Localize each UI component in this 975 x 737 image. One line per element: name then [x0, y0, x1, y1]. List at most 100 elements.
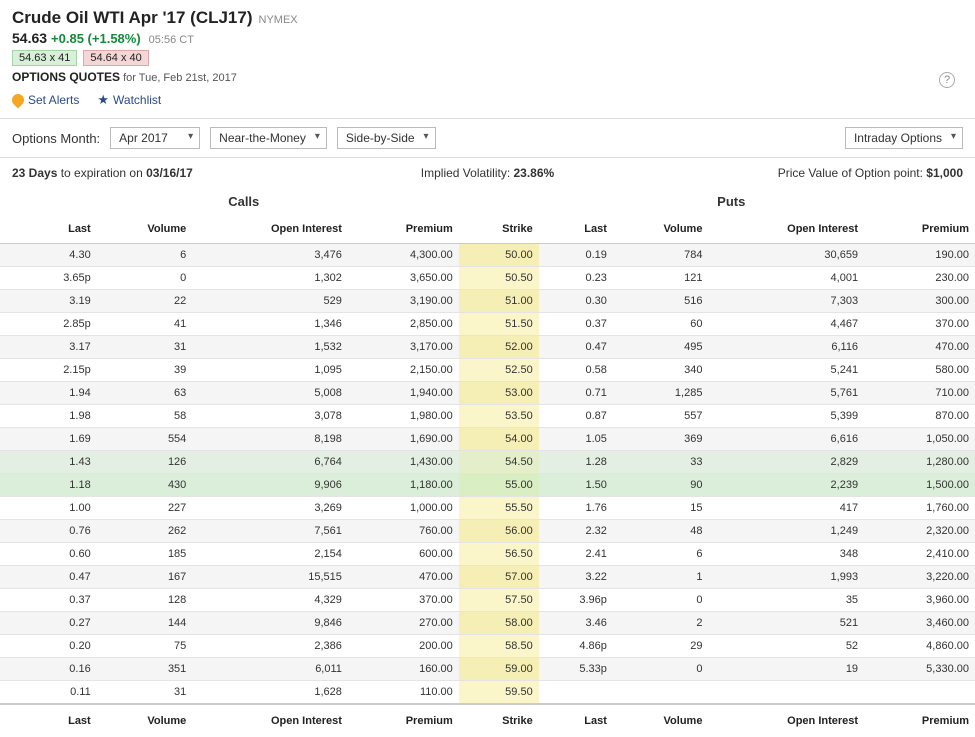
- cell-call-volume: 430: [97, 474, 193, 497]
- cell-strike: 56.50: [459, 543, 539, 566]
- cell-call-volume: 128: [97, 589, 193, 612]
- cell-put-premium: 1,280.00: [864, 451, 975, 474]
- cell-put-last: 0.19: [539, 244, 613, 267]
- cell-put-last: 1.28: [539, 451, 613, 474]
- cell-call-oi: 3,269: [192, 497, 348, 520]
- col-put-oi[interactable]: Open Interest: [708, 215, 864, 244]
- cell-call-premium: 1,940.00: [348, 382, 459, 405]
- cell-put-oi: 5,761: [708, 382, 864, 405]
- cell-call-last: 2.15p: [0, 359, 97, 382]
- cell-call-volume: 41: [97, 313, 193, 336]
- cell-put-volume: 6: [613, 543, 709, 566]
- table-row[interactable]: 1.002273,2691,000.0055.501.76154171,760.…: [0, 497, 975, 520]
- table-row[interactable]: 3.17311,5323,170.0052.000.474956,116470.…: [0, 336, 975, 359]
- table-row[interactable]: 3.65p01,3023,650.0050.500.231214,001230.…: [0, 267, 975, 290]
- cell-call-oi: 3,476: [192, 244, 348, 267]
- cell-call-last: 1.98: [0, 405, 97, 428]
- cell-put-volume: 2: [613, 612, 709, 635]
- last-price: 54.63: [12, 30, 47, 46]
- cell-put-oi: [708, 681, 864, 705]
- col-call-oi[interactable]: Open Interest: [192, 215, 348, 244]
- cell-put-oi: 2,829: [708, 451, 864, 474]
- view-select[interactable]: Intraday Options: [845, 127, 963, 149]
- col-strike[interactable]: Strike: [459, 215, 539, 244]
- table-row[interactable]: 0.163516,011160.0059.005.33p0195,330.00: [0, 658, 975, 681]
- cell-call-premium: 110.00: [348, 681, 459, 705]
- cell-put-oi: 6,616: [708, 428, 864, 451]
- table-row[interactable]: 4.3063,4764,300.0050.000.1978430,659190.…: [0, 244, 975, 267]
- table-row[interactable]: 1.431266,7641,430.0054.501.28332,8291,28…: [0, 451, 975, 474]
- price-time: 05:56 CT: [149, 34, 194, 46]
- price-change: +0.85 (+1.58%): [51, 31, 141, 46]
- cell-call-oi: 3,078: [192, 405, 348, 428]
- cell-call-last: 0.27: [0, 612, 97, 635]
- table-row[interactable]: 0.4716715,515470.0057.003.2211,9933,220.…: [0, 566, 975, 589]
- cell-call-last: 0.16: [0, 658, 97, 681]
- table-row[interactable]: 0.371284,329370.0057.503.96p0353,960.00: [0, 589, 975, 612]
- page-title: Crude Oil WTI Apr '17 (CLJ17): [12, 8, 253, 28]
- month-select[interactable]: Apr 2017: [110, 127, 200, 149]
- cell-call-oi: 1,095: [192, 359, 348, 382]
- iv-info: Implied Volatility: 23.86%: [329, 166, 646, 180]
- cell-strike: 52.50: [459, 359, 539, 382]
- cell-strike: 52.00: [459, 336, 539, 359]
- cell-put-oi: 1,993: [708, 566, 864, 589]
- col-call-premium[interactable]: Premium: [348, 215, 459, 244]
- cell-call-volume: 22: [97, 290, 193, 313]
- options-table: Last Volume Open Interest Premium Strike…: [0, 215, 975, 737]
- table-row[interactable]: 2.85p411,3462,850.0051.500.37604,467370.…: [0, 313, 975, 336]
- cell-call-premium: 2,150.00: [348, 359, 459, 382]
- table-row[interactable]: 0.601852,154600.0056.502.4163482,410.00: [0, 543, 975, 566]
- watchlist-link[interactable]: ★ Watchlist: [97, 92, 161, 108]
- table-row[interactable]: 1.184309,9061,180.0055.001.50902,2391,50…: [0, 474, 975, 497]
- cell-put-oi: 4,001: [708, 267, 864, 290]
- cell-put-volume: 369: [613, 428, 709, 451]
- cell-put-premium: 5,330.00: [864, 658, 975, 681]
- cell-call-last: 1.94: [0, 382, 97, 405]
- cell-call-last: 1.43: [0, 451, 97, 474]
- col-put-last[interactable]: Last: [539, 215, 613, 244]
- cell-put-last: 0.47: [539, 336, 613, 359]
- col-put-volume[interactable]: Volume: [613, 215, 709, 244]
- cell-put-last: 1.50: [539, 474, 613, 497]
- cell-call-premium: 3,190.00: [348, 290, 459, 313]
- cell-call-last: 1.69: [0, 428, 97, 451]
- table-row[interactable]: 2.15p391,0952,150.0052.500.583405,241580…: [0, 359, 975, 382]
- layout-select[interactable]: Side-by-Side: [337, 127, 436, 149]
- table-row[interactable]: 0.20752,386200.0058.504.86p29524,860.00: [0, 635, 975, 658]
- table-row[interactable]: 0.271449,846270.0058.003.4625213,460.00: [0, 612, 975, 635]
- table-row[interactable]: 0.762627,561760.0056.002.32481,2492,320.…: [0, 520, 975, 543]
- help-icon[interactable]: ?: [939, 72, 955, 88]
- cell-call-oi: 9,906: [192, 474, 348, 497]
- cell-put-premium: 2,410.00: [864, 543, 975, 566]
- cell-put-last: 0.71: [539, 382, 613, 405]
- cell-call-volume: 6: [97, 244, 193, 267]
- table-row[interactable]: 1.695548,1981,690.0054.001.053696,6161,0…: [0, 428, 975, 451]
- set-alerts-link[interactable]: Set Alerts: [12, 93, 79, 107]
- cell-strike: 54.00: [459, 428, 539, 451]
- col-call-volume[interactable]: Volume: [97, 215, 193, 244]
- star-icon: ★: [97, 92, 109, 108]
- cell-call-volume: 31: [97, 681, 193, 705]
- col-call-last[interactable]: Last: [0, 215, 97, 244]
- moneyness-select[interactable]: Near-the-Money: [210, 127, 327, 149]
- cell-put-oi: 4,467: [708, 313, 864, 336]
- cell-call-oi: 9,846: [192, 612, 348, 635]
- cell-strike: 58.50: [459, 635, 539, 658]
- cell-put-volume: 1,285: [613, 382, 709, 405]
- table-row[interactable]: 0.11311,628110.0059.50: [0, 681, 975, 705]
- table-row[interactable]: 1.94635,0081,940.0053.000.711,2855,76171…: [0, 382, 975, 405]
- ask-box: 54.64 x 40: [83, 50, 148, 66]
- cell-put-oi: 5,241: [708, 359, 864, 382]
- bid-box: 54.63 x 41: [12, 50, 77, 66]
- table-row[interactable]: 1.98583,0781,980.0053.500.875575,399870.…: [0, 405, 975, 428]
- cell-call-oi: 1,346: [192, 313, 348, 336]
- cell-strike: 53.00: [459, 382, 539, 405]
- col-put-premium[interactable]: Premium: [864, 215, 975, 244]
- cell-call-oi: 4,329: [192, 589, 348, 612]
- cell-call-premium: 270.00: [348, 612, 459, 635]
- cell-put-last: [539, 681, 613, 705]
- table-row[interactable]: 3.19225293,190.0051.000.305167,303300.00: [0, 290, 975, 313]
- cell-strike: 59.00: [459, 658, 539, 681]
- cell-call-volume: 75: [97, 635, 193, 658]
